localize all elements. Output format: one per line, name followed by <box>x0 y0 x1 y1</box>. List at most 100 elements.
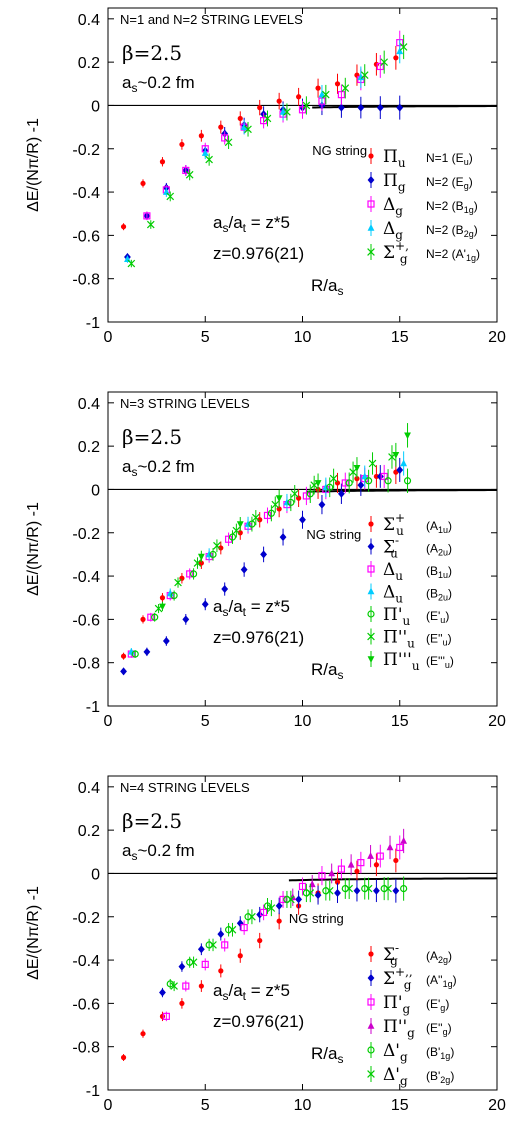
data-point <box>218 968 224 974</box>
data-point <box>236 919 244 928</box>
data-point <box>357 73 365 81</box>
data-point <box>228 533 237 541</box>
data-point <box>186 570 194 578</box>
y-tick-label: 0.2 <box>78 823 100 840</box>
data-point <box>376 103 384 112</box>
data-point <box>349 468 357 476</box>
data-point <box>260 117 268 125</box>
data-point <box>338 489 345 498</box>
y-tick-label: -0.8 <box>72 1040 100 1057</box>
data-point <box>396 103 404 112</box>
x-tick-label: 10 <box>294 713 312 730</box>
data-point <box>131 650 139 658</box>
data-point <box>373 886 380 895</box>
ng-string-label: NG string <box>289 911 344 926</box>
data-point <box>193 559 202 567</box>
data-point <box>237 530 243 536</box>
y-tick-label: -0.4 <box>72 953 100 970</box>
y-tick-label: -1 <box>86 699 100 716</box>
data-point <box>201 600 209 609</box>
legend-marker <box>367 587 375 595</box>
data-point <box>237 953 243 959</box>
data-point <box>244 125 252 134</box>
x-tick-label: 5 <box>201 329 210 346</box>
legend-label-3: Δg <box>383 195 403 218</box>
data-point <box>143 647 151 656</box>
data-point <box>205 155 213 164</box>
data-point <box>120 224 127 230</box>
data-point <box>295 895 303 904</box>
data-point <box>341 885 349 893</box>
y-axis-label: ΔE/(Nπ/R) -1 <box>25 886 42 980</box>
data-point <box>365 477 373 485</box>
data-point <box>257 105 263 111</box>
anisotropy-label: as/at = z*5 <box>213 597 290 619</box>
y-tick-label: 0.4 <box>78 780 100 797</box>
legend-label-4: Π''g <box>383 1017 415 1040</box>
data-point <box>345 884 354 893</box>
data-point <box>189 570 198 578</box>
data-point <box>276 98 282 104</box>
z-value-label: z=0.976(21) <box>213 628 304 647</box>
data-point <box>373 862 380 868</box>
data-point <box>147 613 155 621</box>
data-point <box>334 879 341 885</box>
data-point <box>159 159 166 165</box>
data-point <box>232 526 241 535</box>
legend-marker <box>368 951 374 957</box>
data-point <box>197 553 205 561</box>
x-tick-label: 15 <box>391 1097 409 1114</box>
data-point <box>189 958 198 967</box>
legend-tag-5: (B'1g) <box>426 1045 454 1061</box>
data-point <box>357 103 365 112</box>
x-tick-label: 0 <box>104 713 113 730</box>
legend-label-1: Πu <box>383 147 406 170</box>
legend-label-6: Π''u <box>383 628 415 651</box>
y-tick-label: 0.4 <box>78 12 100 29</box>
data-point <box>334 888 341 897</box>
x-tick-label: 5 <box>201 1097 210 1114</box>
data-point <box>209 550 217 559</box>
data-point <box>296 94 302 100</box>
data-point <box>218 124 224 130</box>
x-axis-label: R/as <box>311 276 343 298</box>
data-point <box>400 459 408 467</box>
data-point <box>368 459 377 468</box>
legend-label-3: Π'g <box>383 993 411 1016</box>
data-point <box>376 852 384 860</box>
panel-title: N=1 and N=2 STRING LEVELS <box>120 12 303 27</box>
data-point <box>263 114 272 123</box>
data-point <box>386 843 394 851</box>
legend-tag-5: N=2 (A'1g) <box>426 247 480 263</box>
series-5 <box>127 34 408 268</box>
legend-tag-1: (A2g) <box>426 949 452 965</box>
legend-marker <box>367 610 375 618</box>
legend-label-6: Δ'g <box>383 1065 408 1088</box>
legend-label-4: Δg <box>383 219 403 242</box>
data-point <box>396 465 404 474</box>
data-point <box>124 255 131 262</box>
data-point <box>393 55 399 61</box>
data-point <box>185 170 194 179</box>
data-point <box>275 495 283 503</box>
data-point <box>178 962 186 971</box>
data-point <box>354 476 360 482</box>
legend-tag-2: (A''1g) <box>426 973 457 989</box>
data-point <box>257 937 263 944</box>
beta-label: β=2.5 <box>122 425 182 449</box>
x-tick-label: 10 <box>294 329 312 346</box>
data-point <box>140 616 146 622</box>
data-point <box>244 913 252 921</box>
legend-marker <box>367 1070 375 1078</box>
chart-panel-3: -1 -0.8 -0.6 -0.4 -0.2 0 0.2 0.4 0 5 10 15 20 ΔE/(Nπ/… <box>25 775 506 1114</box>
data-point <box>326 483 334 491</box>
data-point <box>396 47 404 55</box>
data-point <box>361 472 369 480</box>
x-tick-label: 20 <box>488 329 506 346</box>
data-point <box>120 667 127 676</box>
data-point <box>380 58 389 66</box>
data-point <box>347 860 355 868</box>
data-point <box>302 101 311 110</box>
data-point <box>322 483 330 491</box>
data-point <box>140 1031 146 1037</box>
